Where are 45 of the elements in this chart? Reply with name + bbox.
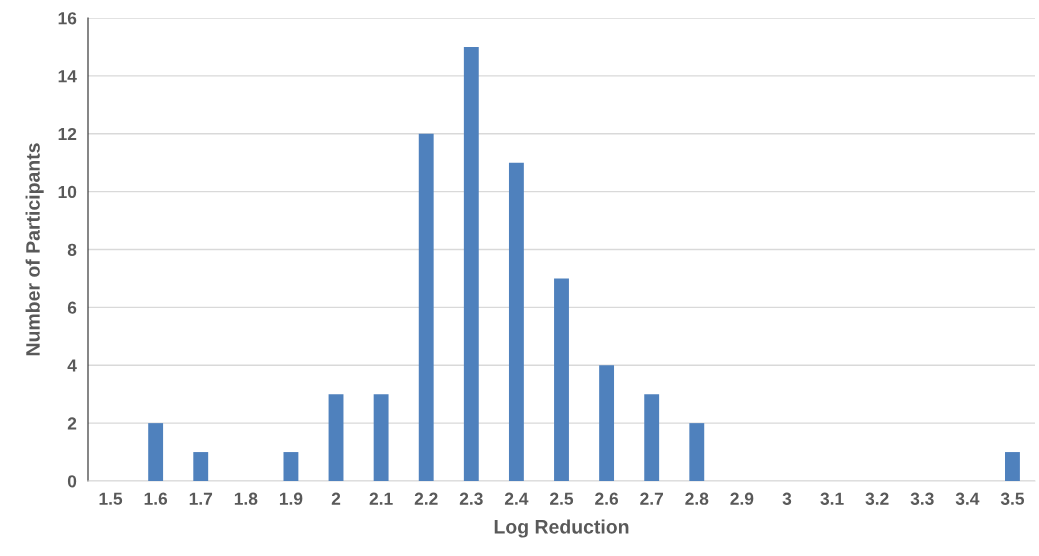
y-tick-label: 0 <box>67 475 77 488</box>
x-tick-label: 1.8 <box>234 492 258 505</box>
x-tick-label: 2.4 <box>504 492 529 505</box>
x-axis-title: Log Reduction <box>494 519 629 538</box>
bar <box>554 278 569 481</box>
x-tick-label: 2 <box>331 492 341 505</box>
x-tick-label: 2.9 <box>730 492 754 505</box>
x-tick-label: 2.6 <box>595 492 619 505</box>
x-tick-label: 3.4 <box>955 492 980 505</box>
bar <box>1005 452 1020 481</box>
x-tick-label: 2.3 <box>459 492 483 505</box>
y-tick-label: 16 <box>58 12 77 25</box>
x-tick-label: 2.1 <box>369 492 393 505</box>
bar <box>418 133 434 481</box>
x-tick-label: 3.1 <box>820 492 844 505</box>
bar <box>148 423 164 481</box>
y-axis-title: Number of Participants <box>25 143 44 356</box>
y-tick-label: 14 <box>58 70 77 83</box>
x-tick-label: 1.5 <box>99 492 123 505</box>
x-tick-label: 2.7 <box>640 492 663 505</box>
y-tick-label: 10 <box>58 185 77 199</box>
x-tick-label: 2.8 <box>685 492 709 505</box>
y-tick-label: 8 <box>67 243 77 256</box>
x-tick-label: 3.2 <box>865 492 889 505</box>
x-tick-label: 1.6 <box>144 492 168 505</box>
y-tick-label: 4 <box>67 359 77 372</box>
bar <box>373 394 389 481</box>
bar <box>599 365 615 481</box>
y-tick-label: 6 <box>67 301 77 314</box>
bar <box>193 452 209 481</box>
x-tick-label: 1.9 <box>279 492 303 505</box>
bar <box>689 423 705 481</box>
x-tick-label: 3.5 <box>1000 492 1025 505</box>
x-tick-label: 3 <box>782 492 792 505</box>
bar <box>644 394 660 481</box>
y-tick-label: 12 <box>58 127 77 141</box>
bar <box>463 46 479 481</box>
y-tick-label: 2 <box>67 417 77 430</box>
bar <box>283 452 299 481</box>
bar <box>328 394 344 481</box>
x-tick-label: 1.7 <box>189 492 213 505</box>
x-tick-label: 3.3 <box>910 492 934 505</box>
x-tick-label: 2.5 <box>550 492 574 505</box>
x-tick-label: 2.2 <box>414 492 438 505</box>
bar <box>508 162 524 481</box>
